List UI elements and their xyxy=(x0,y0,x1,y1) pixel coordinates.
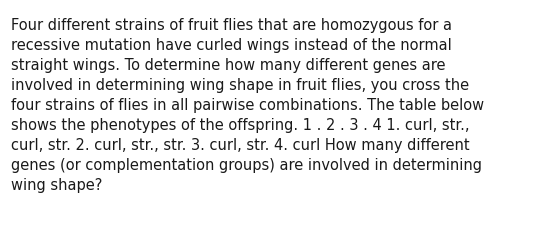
Text: Four different strains of fruit flies that are homozygous for a
recessive mutati: Four different strains of fruit flies th… xyxy=(11,18,484,193)
